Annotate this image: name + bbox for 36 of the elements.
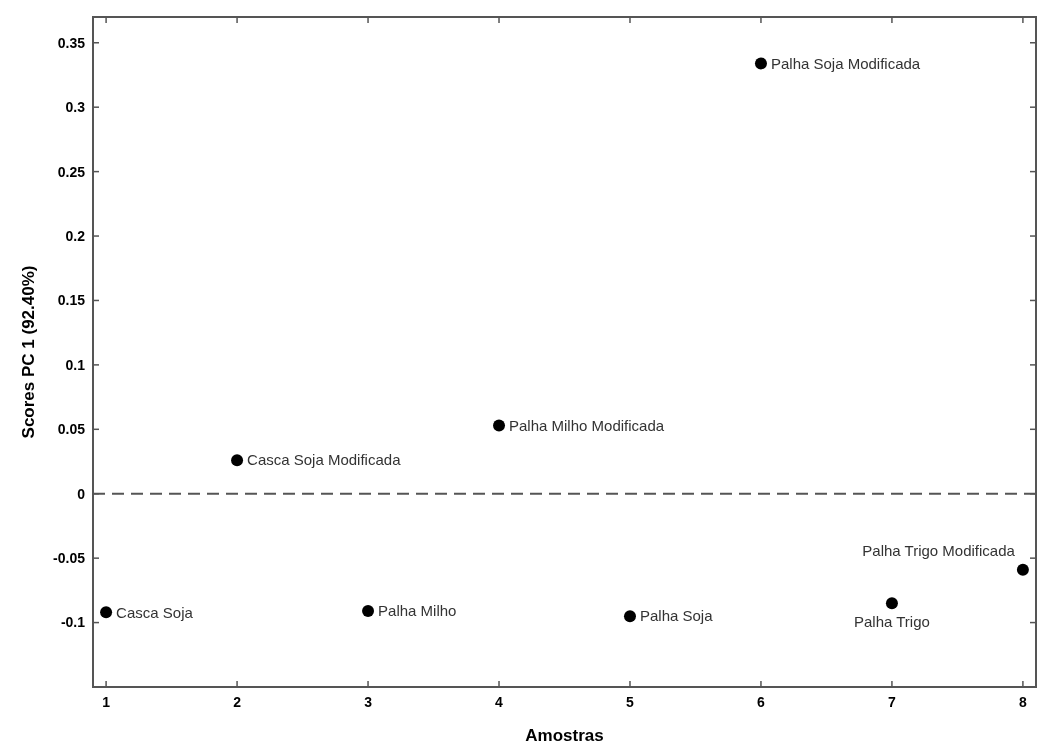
annotation: Palha Trigo Modificada: [862, 541, 1016, 559]
point: [362, 604, 375, 617]
y-tick-label: 0.3: [65, 99, 86, 116]
annotation: Casca Soja Modificada: [247, 451, 402, 469]
point: [623, 610, 636, 623]
x-tick-label: 5: [626, 694, 635, 710]
y-tick-label: 0.15: [57, 292, 86, 309]
point: [885, 597, 898, 610]
point: [493, 419, 506, 432]
x-axis-title: Amostras: [525, 726, 604, 745]
x-tick-label: 2: [233, 694, 242, 710]
annotation: Palha Soja: [639, 607, 714, 625]
x-tick-label: 8: [1019, 694, 1027, 710]
y-tick-label: -0.05: [53, 550, 86, 567]
y-axis-title: Scores PC 1 (92.40%): [19, 265, 38, 439]
y-tick-label: -0.1: [60, 614, 86, 631]
y-tick-label: 0.25: [57, 163, 86, 180]
y-tick-label: 0.1: [65, 356, 86, 373]
annotation: Palha Soja Modificada: [770, 54, 921, 72]
x-tick-label: 6: [757, 694, 766, 710]
annotation: Palha Milho Modificada: [509, 416, 665, 434]
annotation: Palha Trigo: [853, 613, 930, 631]
y-tick-label: 0.05: [57, 421, 86, 438]
y-tick-label: 0.2: [65, 227, 86, 244]
point: [1016, 563, 1029, 576]
x-tick-label: 4: [495, 694, 504, 710]
point: [231, 454, 244, 467]
x-tick-label: 1: [102, 694, 111, 710]
y-tick-label: 0: [77, 485, 86, 502]
y-tick-label: 0.35: [57, 34, 86, 51]
annotation: Palha Milho: [378, 602, 457, 620]
annotation: Casca Soja: [116, 603, 194, 621]
x-tick-label: 7: [888, 694, 897, 710]
point: [100, 606, 113, 619]
point: [754, 57, 767, 70]
x-tick-label: 3: [364, 694, 373, 710]
